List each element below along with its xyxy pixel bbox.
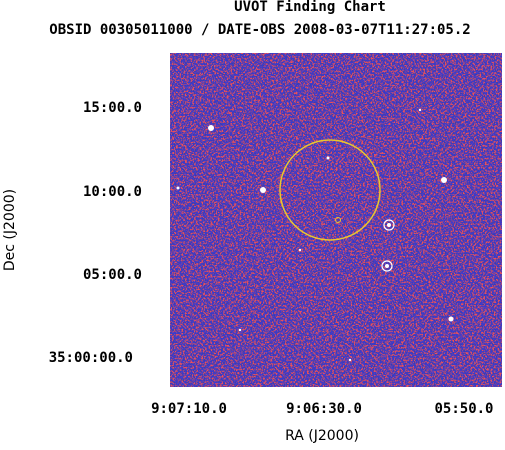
y-tick-label: 35:00:00.0 — [49, 350, 133, 366]
y-axis-label: Dec (J2000) — [2, 189, 18, 271]
error-circle — [279, 139, 381, 241]
subtitle: OBSID 00305011000 / DATE-OBS 2008-03-07T… — [49, 22, 470, 38]
x-tick-label: 9:07:10.0 — [151, 401, 227, 417]
sky-image — [170, 53, 502, 387]
y-tick-label: 15:00.0 — [83, 100, 142, 116]
x-axis-label: RA (J2000) — [285, 428, 359, 444]
x-tick-label: 05:50.0 — [434, 401, 493, 417]
x-tick-label: 9:06:30.0 — [286, 401, 362, 417]
title: UVOT Finding Chart — [234, 0, 386, 15]
y-tick-label: 05:00.0 — [83, 267, 142, 283]
y-tick-label: 10:00.0 — [83, 184, 142, 200]
